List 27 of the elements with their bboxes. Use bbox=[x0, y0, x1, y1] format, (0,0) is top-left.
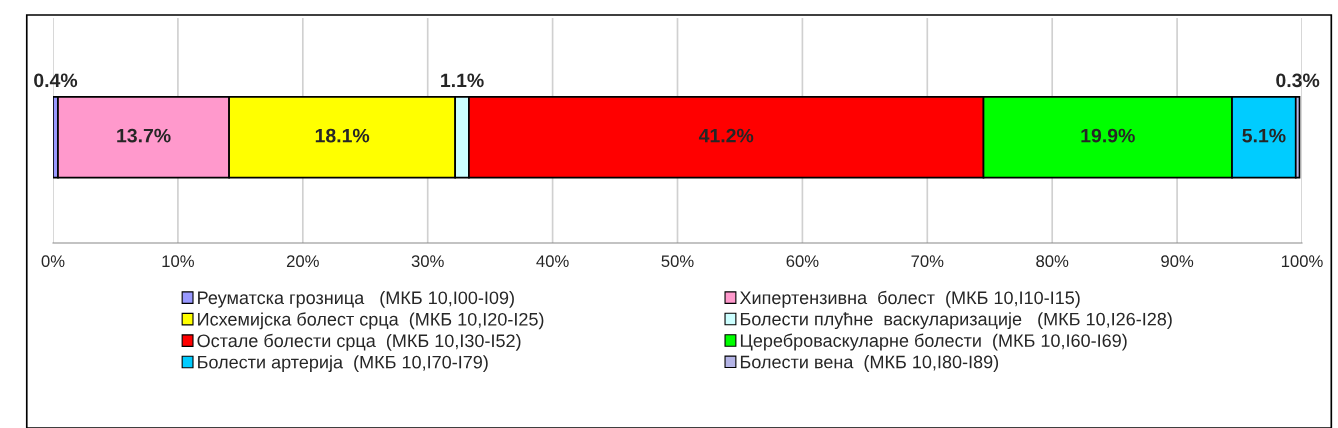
x-tick-label: 30% bbox=[411, 255, 444, 268]
data-label: 0.3% bbox=[1276, 73, 1320, 88]
x-tick-label: 60% bbox=[786, 255, 819, 268]
x-tick-label: 80% bbox=[1036, 255, 1069, 268]
legend-label: Цереброваскуларне болести (МКБ 10,I60-I69) bbox=[740, 333, 1127, 351]
legend-label: Реуматска грозница (МКБ 10,I00-I09) bbox=[198, 290, 514, 308]
x-tick-label: 10% bbox=[162, 255, 194, 268]
data-label: 18.1% bbox=[315, 128, 370, 143]
x-tick-label: 90% bbox=[1161, 255, 1194, 268]
legend-label: Хипертензивна болест (МКБ 10,I10-I15) bbox=[739, 290, 1080, 308]
legend-label: Остале болести срца (МКБ 10,I30-I52) bbox=[197, 333, 521, 351]
data-label: 0.4% bbox=[34, 73, 78, 88]
x-tick-label: 0% bbox=[41, 255, 65, 268]
data-label: 19.9% bbox=[1081, 128, 1135, 143]
legend-label: Болести плућне васкуларизације (МКБ 10,I26-I28) bbox=[740, 312, 1172, 330]
x-tick-label: 40% bbox=[536, 255, 569, 268]
data-label: 41.2% bbox=[698, 128, 754, 143]
data-label: 1.1% bbox=[441, 73, 484, 88]
legend-label: Болести артерија (МКБ 10,I70-I79) bbox=[198, 355, 488, 373]
x-tick-label: 70% bbox=[911, 255, 944, 268]
x-tick-label: 100% bbox=[1281, 255, 1323, 268]
data-label: 13.7% bbox=[117, 128, 171, 143]
legend-label: Исхемијска болест срца (МКБ 10,I20-I25) bbox=[198, 312, 544, 330]
legend-label: Болести вена (МКБ 10,I80-I89) bbox=[740, 355, 999, 372]
x-tick-label: 20% bbox=[286, 255, 319, 268]
x-tick-label: 50% bbox=[661, 255, 694, 268]
data-label: 5.1% bbox=[1242, 128, 1286, 143]
